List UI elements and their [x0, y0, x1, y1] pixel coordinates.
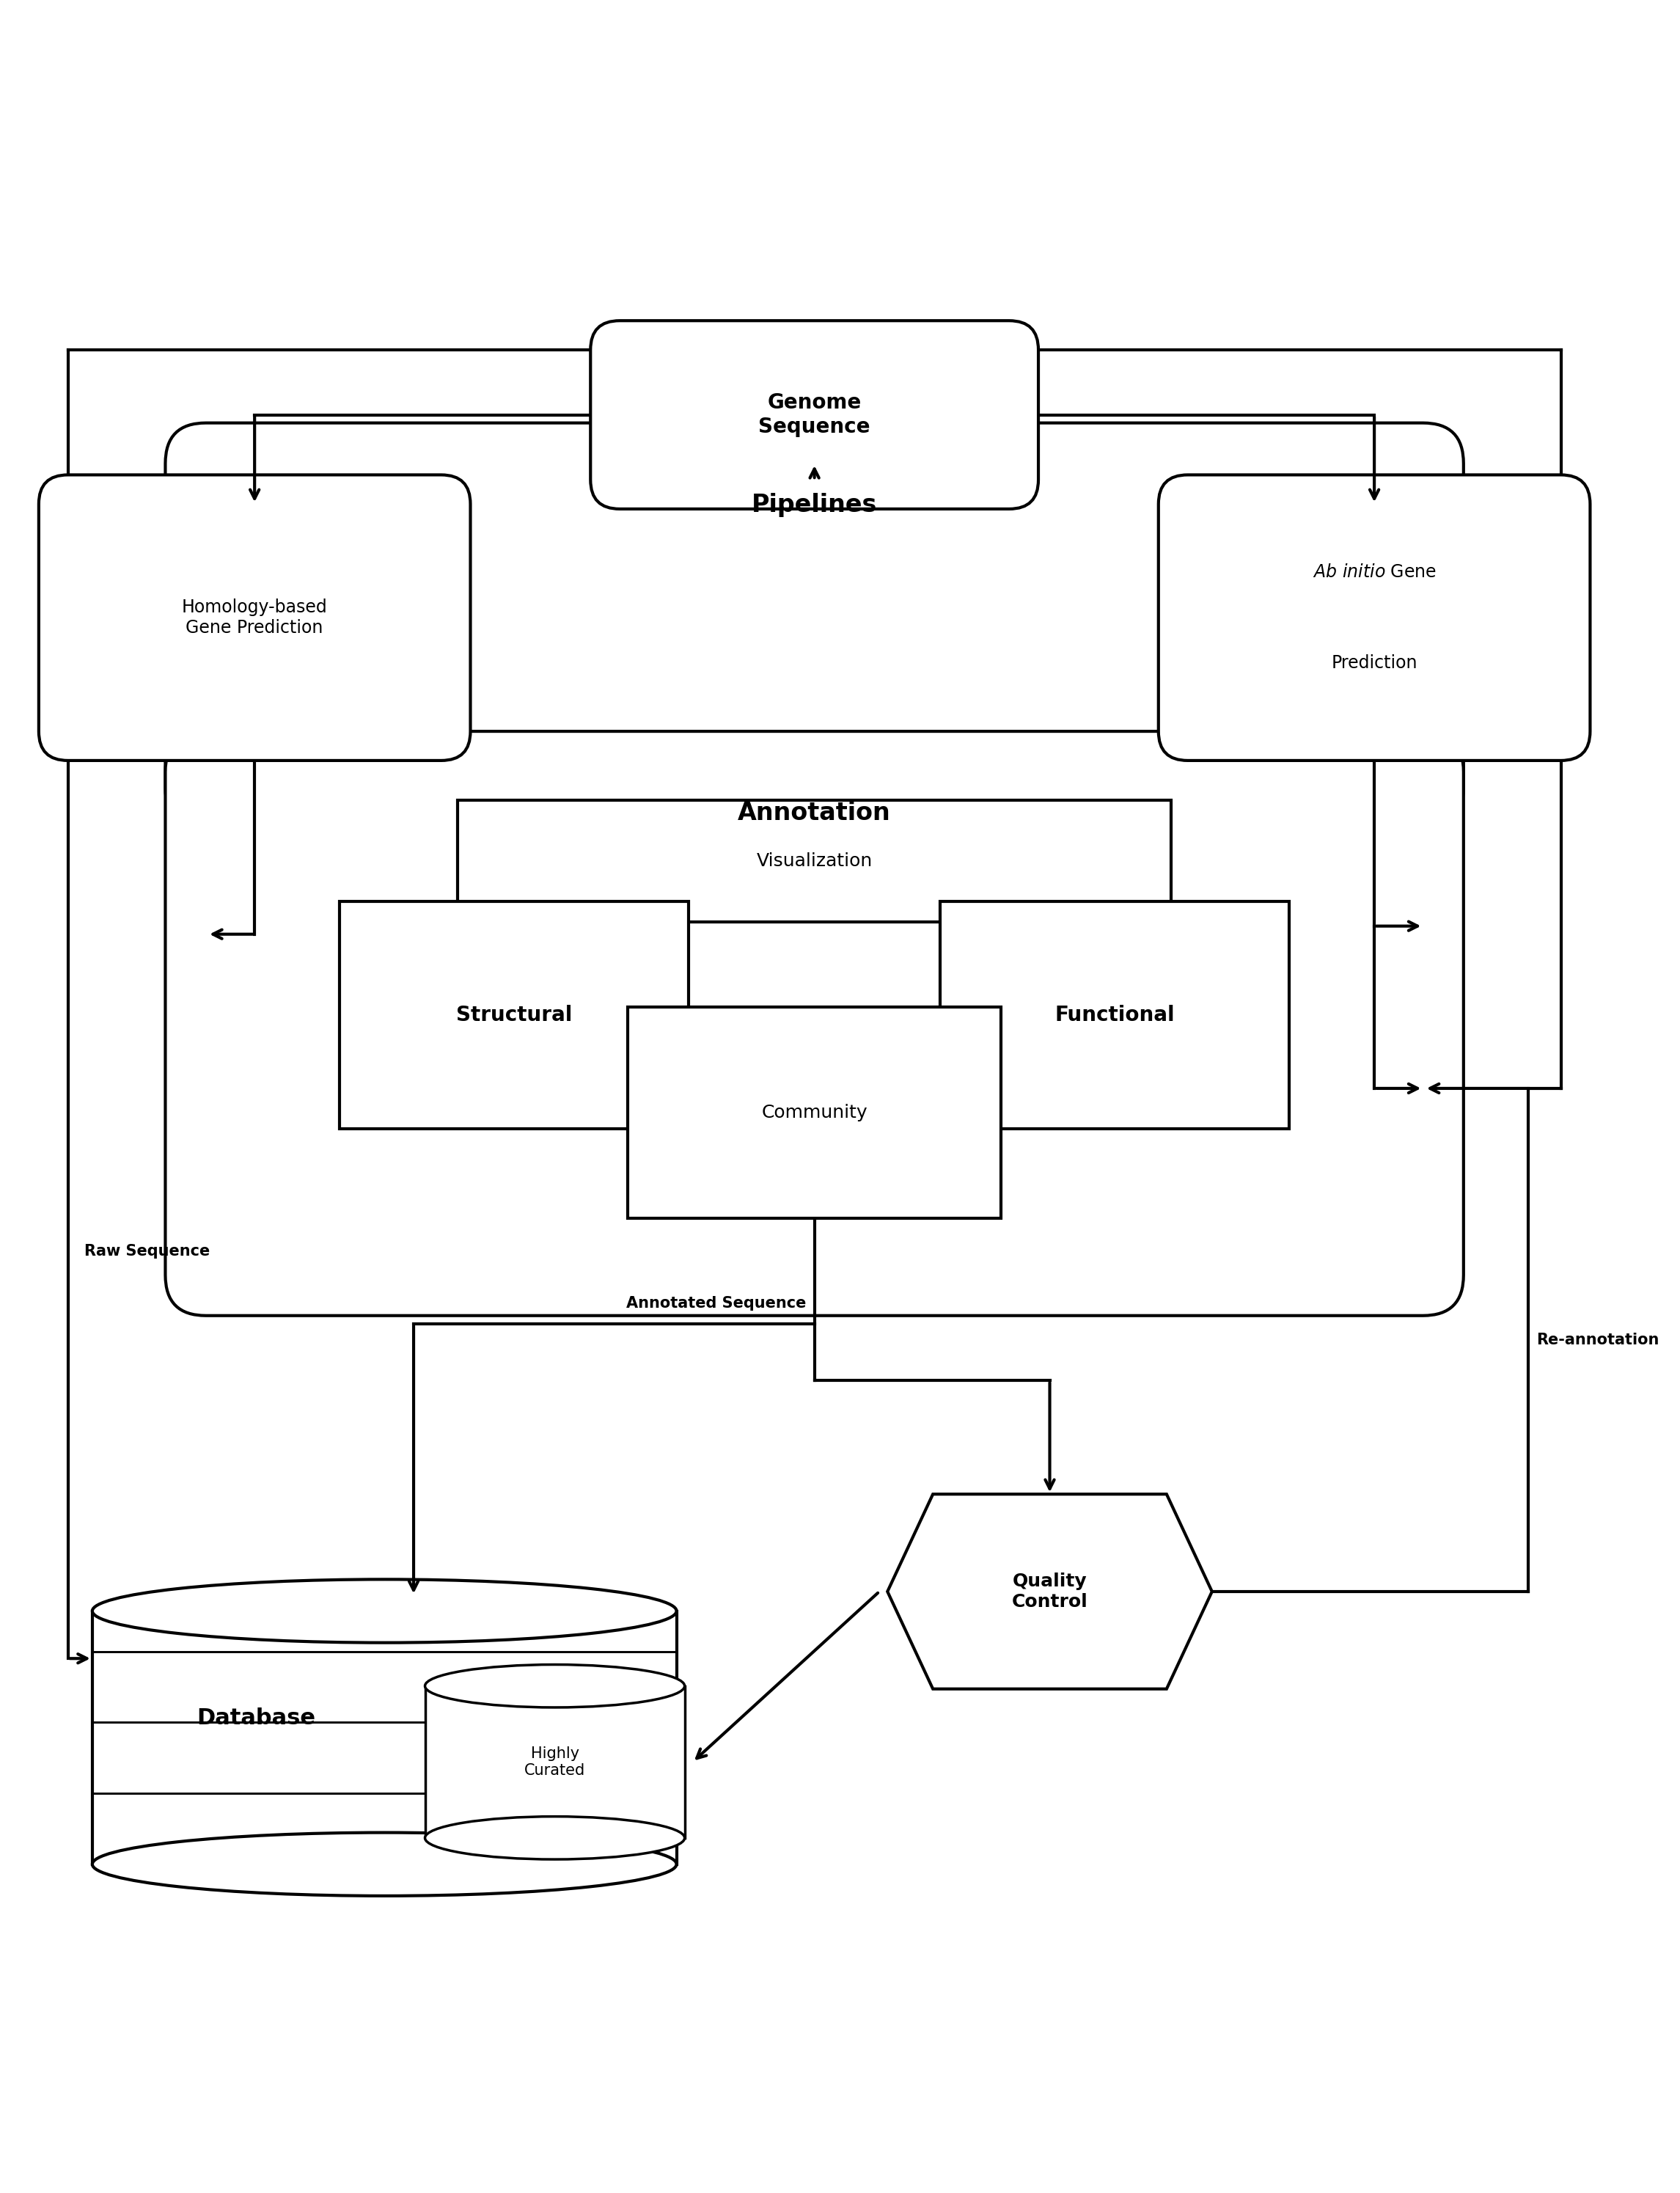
Text: Database: Database [197, 1708, 316, 1728]
FancyBboxPatch shape [590, 320, 1038, 509]
Text: Visualization: Visualization [756, 853, 872, 871]
Text: Pipelines: Pipelines [751, 493, 877, 518]
Bar [92, 1612, 677, 1864]
Text: Raw Sequence: Raw Sequence [84, 1243, 210, 1259]
Text: Re-annotation: Re-annotation [1537, 1333, 1660, 1347]
FancyBboxPatch shape [457, 800, 1171, 921]
FancyBboxPatch shape [628, 1007, 1001, 1219]
Text: Community: Community [761, 1103, 867, 1121]
Text: $\it{Ab\ initio}$ Gene: $\it{Ab\ initio}$ Gene [1312, 564, 1436, 581]
Text: Homology-based
Gene Prediction: Homology-based Gene Prediction [181, 599, 328, 636]
Text: Annotation: Annotation [738, 800, 890, 825]
FancyBboxPatch shape [165, 730, 1463, 1316]
Ellipse shape [92, 1833, 677, 1897]
Ellipse shape [425, 1664, 685, 1708]
FancyBboxPatch shape [165, 423, 1463, 829]
Bar [425, 1686, 685, 1838]
FancyBboxPatch shape [39, 476, 470, 761]
Ellipse shape [425, 1816, 685, 1860]
FancyBboxPatch shape [339, 901, 689, 1129]
Text: Genome
Sequence: Genome Sequence [759, 393, 870, 436]
Text: Prediction: Prediction [1331, 654, 1418, 671]
Text: Structural: Structural [457, 1004, 573, 1026]
Polygon shape [887, 1493, 1211, 1689]
Text: Quality
Control: Quality Control [1011, 1572, 1087, 1610]
Ellipse shape [92, 1579, 677, 1643]
Text: Functional: Functional [1055, 1004, 1174, 1026]
FancyBboxPatch shape [1159, 476, 1589, 761]
FancyBboxPatch shape [941, 901, 1289, 1129]
Text: Highly
Curated: Highly Curated [524, 1746, 585, 1779]
Text: Annotated Sequence: Annotated Sequence [627, 1296, 806, 1311]
